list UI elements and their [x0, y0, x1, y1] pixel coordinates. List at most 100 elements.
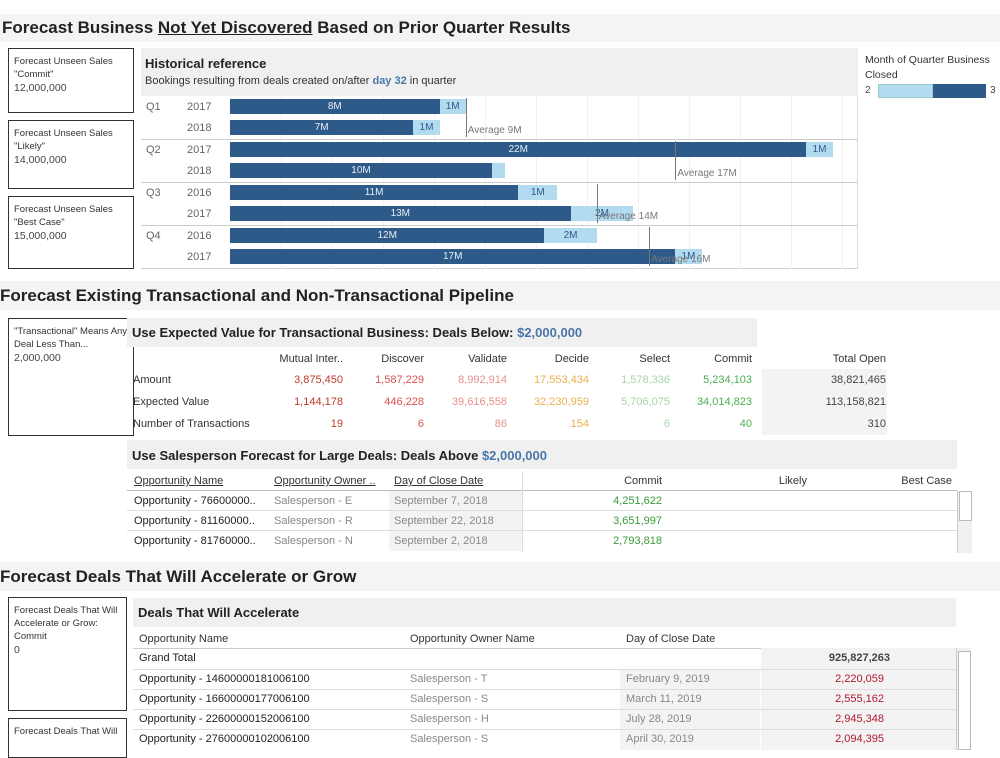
- ev-cell[interactable]: 1,144,178: [294, 396, 343, 408]
- ev-cell[interactable]: 17,553,434: [533, 374, 589, 386]
- bar-light-segment[interactable]: 1M: [518, 185, 558, 200]
- accelerate-scrollbar[interactable]: [956, 648, 971, 750]
- commit-value[interactable]: 3,651,997: [613, 515, 662, 527]
- close-date: April 30, 2019: [626, 733, 694, 745]
- date-cell-bg: [389, 491, 522, 511]
- deal-value[interactable]: 2,220,059: [835, 673, 884, 685]
- bar-light-segment[interactable]: 1M: [675, 249, 702, 264]
- param-label: "Transactional" Means Any Deal Less Than…: [14, 326, 128, 350]
- ev-cell[interactable]: 113,158,821: [825, 396, 886, 408]
- ev-cell[interactable]: 86: [494, 418, 507, 430]
- param-unseen-likely[interactable]: Forecast Unseen Sales "Likely" 14,000,00…: [8, 120, 134, 189]
- ev-cell[interactable]: 32,230,959: [533, 396, 589, 408]
- bar-light-segment[interactable]: 2M: [570, 206, 634, 221]
- param-value[interactable]: 12,000,000: [14, 82, 67, 94]
- ev-cell[interactable]: 8,992,914: [458, 374, 507, 386]
- ev-cell[interactable]: 5,234,103: [703, 374, 752, 386]
- bar-dark-segment[interactable]: 10M: [230, 163, 492, 178]
- bar-light-segment[interactable]: 2M: [544, 228, 597, 243]
- ev-cell[interactable]: 38,821,465: [830, 374, 886, 386]
- scroll-thumb[interactable]: [959, 491, 972, 521]
- ev-cell[interactable]: 1,587,229: [375, 374, 424, 386]
- opportunity-name[interactable]: Opportunity - 81760000..: [134, 535, 256, 547]
- ev-cell[interactable]: 310: [867, 418, 886, 430]
- param-transactional-threshold[interactable]: "Transactional" Means Any Deal Less Than…: [8, 318, 134, 436]
- ev-cell[interactable]: 446,228: [384, 396, 424, 408]
- column-header[interactable]: Opportunity Name: [134, 475, 224, 487]
- column-header[interactable]: Likely: [778, 475, 807, 487]
- opportunity-name[interactable]: Opportunity - 81160000..: [134, 515, 255, 527]
- column-header[interactable]: Day of Close Date: [626, 633, 716, 645]
- param-value[interactable]: 14,000,000: [14, 154, 67, 166]
- row-label: Number of Transactions: [133, 418, 250, 430]
- bar-dark-segment[interactable]: 12M: [230, 228, 545, 243]
- bar-dark-segment[interactable]: 8M: [230, 99, 440, 114]
- param-unseen-best-case[interactable]: Forecast Unseen Sales "Best Case" 15,000…: [8, 196, 134, 269]
- scroll-thumb[interactable]: [958, 651, 971, 750]
- ev-cell[interactable]: 3,875,450: [294, 374, 343, 386]
- ev-cell[interactable]: 6: [663, 418, 670, 430]
- deal-value[interactable]: 2,094,395: [835, 733, 884, 745]
- ev-cell[interactable]: 40: [739, 418, 752, 430]
- large-deals-title: Use Salesperson Forecast for Large Deals…: [132, 448, 548, 463]
- bar-light-segment[interactable]: 1M: [439, 99, 466, 114]
- column-header[interactable]: Commit: [714, 353, 752, 365]
- ev-cell[interactable]: 5,706,075: [621, 396, 670, 408]
- deal-value[interactable]: 2,555,162: [835, 693, 884, 705]
- column-header[interactable]: Discover: [381, 353, 424, 365]
- ev-cell[interactable]: 19: [330, 418, 343, 430]
- close-date: September 7, 2018: [394, 495, 488, 507]
- param-value[interactable]: 0: [14, 644, 20, 656]
- bar-light-segment[interactable]: [492, 163, 506, 178]
- large-deals-scrollbar[interactable]: [957, 491, 972, 553]
- column-header[interactable]: Best Case: [901, 475, 952, 487]
- bar-dark-segment[interactable]: 13M: [230, 206, 571, 221]
- param-accelerate-next[interactable]: Forecast Deals That Will: [8, 718, 127, 758]
- commit-value[interactable]: 4,251,622: [613, 495, 662, 507]
- ev-cell[interactable]: 1,578,336: [621, 374, 670, 386]
- average-label: Average 14M: [598, 211, 659, 222]
- ev-cell[interactable]: 154: [570, 418, 589, 430]
- section2-band: [0, 281, 1000, 310]
- ev-cell[interactable]: 39,616,558: [451, 396, 507, 408]
- opportunity-name[interactable]: Opportunity - 16600000177006100: [139, 693, 310, 705]
- average-line: [596, 184, 598, 223]
- bar-dark-segment[interactable]: 17M: [230, 249, 676, 264]
- opportunity-name[interactable]: Opportunity - 76600000..: [134, 495, 256, 507]
- param-value[interactable]: 2,000,000: [14, 352, 61, 364]
- bar-dark-segment[interactable]: 22M: [230, 142, 807, 157]
- bar-dark-segment[interactable]: 11M: [230, 185, 519, 200]
- column-header[interactable]: Select: [639, 353, 670, 365]
- column-header[interactable]: Total Open: [832, 353, 886, 365]
- quarter-label: Q1: [146, 101, 161, 113]
- opportunity-name[interactable]: Opportunity - 22600000152006100: [139, 713, 310, 725]
- opportunity-name[interactable]: Opportunity - 14600000181006100: [139, 673, 310, 685]
- owner-name: Salesperson - S: [410, 693, 489, 705]
- expected-value-title: Use Expected Value for Transactional Bus…: [132, 325, 583, 340]
- deal-value[interactable]: 2,945,348: [835, 713, 884, 725]
- bar-light-segment[interactable]: 1M: [806, 142, 833, 157]
- param-unseen-commit[interactable]: Forecast Unseen Sales "Commit" 12,000,00…: [8, 48, 134, 113]
- column-header[interactable]: Opportunity Name: [139, 633, 229, 645]
- column-header[interactable]: Mutual Inter..: [279, 353, 343, 365]
- close-date: September 22, 2018: [394, 515, 494, 527]
- accelerate-title: Deals That Will Accelerate: [138, 605, 300, 620]
- column-header[interactable]: Opportunity Owner ..: [274, 475, 376, 487]
- ev-cell[interactable]: 6: [417, 418, 424, 430]
- total-column-bg: [762, 369, 887, 435]
- bar-light-segment[interactable]: 1M: [413, 120, 440, 135]
- ev-cell[interactable]: 34,014,823: [696, 396, 752, 408]
- column-header[interactable]: Decide: [554, 353, 589, 365]
- grand-total-value[interactable]: 925,827,263: [828, 652, 890, 664]
- column-header[interactable]: Commit: [624, 475, 662, 487]
- column-header[interactable]: Opportunity Owner Name: [410, 633, 535, 645]
- param-accelerate-commit[interactable]: Forecast Deals That Will Accelerate or G…: [8, 597, 127, 711]
- bar-dark-segment[interactable]: 7M: [230, 120, 414, 135]
- param-value[interactable]: 15,000,000: [14, 230, 67, 242]
- column-header[interactable]: Validate: [468, 353, 507, 365]
- row-divider: [133, 729, 956, 730]
- column-header[interactable]: Day of Close Date: [394, 475, 484, 487]
- opportunity-name[interactable]: Opportunity - 27600000102006100: [139, 733, 310, 745]
- accelerate-table: Opportunity Name Opportunity Owner Name Da…: [133, 630, 971, 750]
- commit-value[interactable]: 2,793,818: [613, 535, 662, 547]
